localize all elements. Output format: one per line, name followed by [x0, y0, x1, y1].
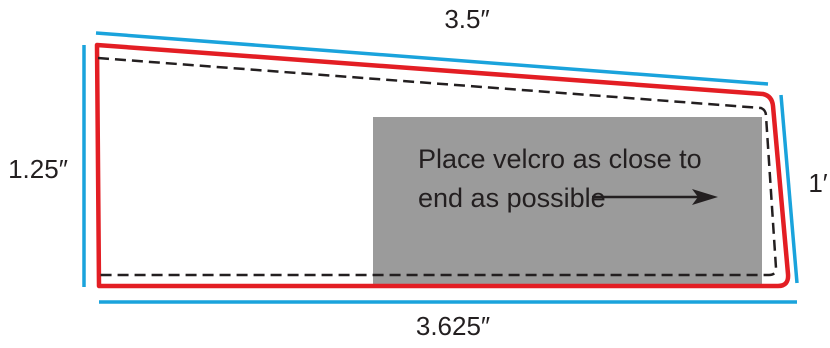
right-dimension-label: 1′	[808, 168, 827, 198]
right-dimension-line	[779, 94, 799, 284]
bottom-dimension-label: 3.625″	[416, 311, 490, 341]
top-dimension-line	[95, 31, 769, 86]
cut-outline	[94, 42, 791, 289]
left-dimension-label: 1.25″	[8, 154, 68, 184]
note-line-2: end as possible	[418, 183, 606, 213]
stitch-line	[97, 56, 778, 277]
top-dimension-label: 3.5″	[444, 4, 489, 34]
right-arrow-icon	[592, 189, 718, 205]
note-line-1: Place velcro as close to	[418, 144, 702, 174]
